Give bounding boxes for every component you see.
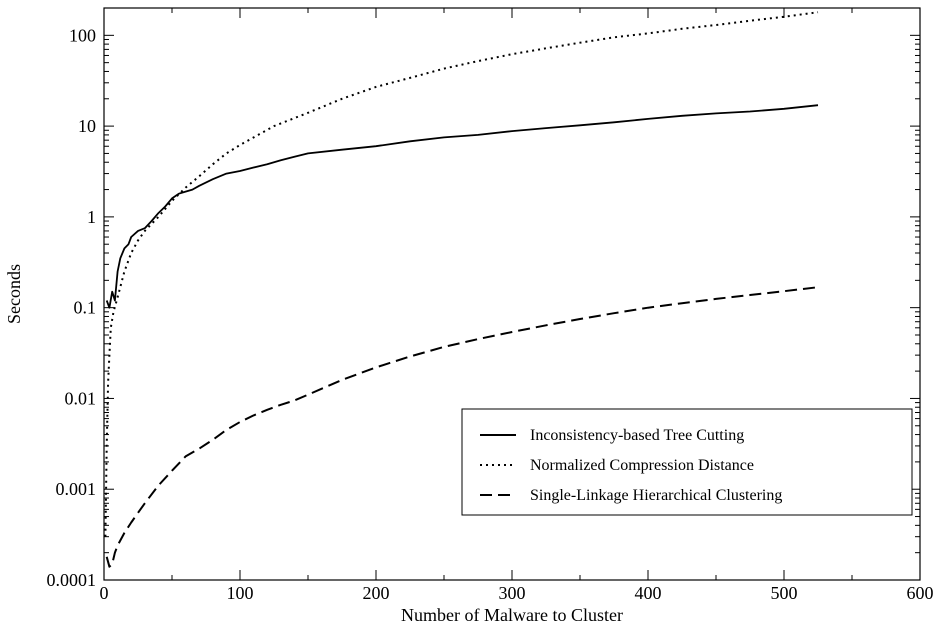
x-tick-label: 300 — [499, 583, 526, 603]
y-axis-title: Seconds — [4, 264, 24, 324]
legend-label: Single-Linkage Hierarchical Clustering — [530, 487, 782, 504]
x-tick-label: 100 — [227, 583, 254, 603]
series-line — [105, 104, 819, 309]
x-tick-label: 400 — [635, 583, 662, 603]
series-line — [104, 11, 819, 537]
y-tick-label: 0.1 — [74, 298, 97, 318]
y-tick-label: 10 — [78, 116, 96, 136]
x-tick-label: 200 — [363, 583, 390, 603]
y-tick-label: 0.01 — [65, 388, 97, 408]
y-axis: 0.0001 0.001 0.01 0.1 1 10 100 — [47, 7, 920, 590]
series-layer — [104, 11, 819, 568]
x-tick-label: 0 — [100, 583, 109, 603]
x-tick-label: 600 — [907, 583, 934, 603]
x-axis: 0 100 200 300 400 500 600 — [100, 8, 934, 603]
legend-label: Normalized Compression Distance — [530, 457, 754, 474]
y-tick-label: 100 — [69, 25, 96, 45]
x-axis-title: Number of Malware to Cluster — [401, 605, 623, 625]
y-tick-label: 1 — [87, 207, 96, 227]
legend-label: Inconsistency-based Tree Cutting — [530, 427, 744, 444]
x-tick-label: 500 — [771, 583, 798, 603]
legend-box — [461, 408, 913, 516]
y-tick-label: 0.001 — [56, 479, 97, 499]
legend: Inconsistency-based Tree Cutting Normaliz… — [461, 408, 913, 516]
series-line — [105, 286, 819, 568]
y-tick-label: 0.0001 — [47, 570, 97, 590]
